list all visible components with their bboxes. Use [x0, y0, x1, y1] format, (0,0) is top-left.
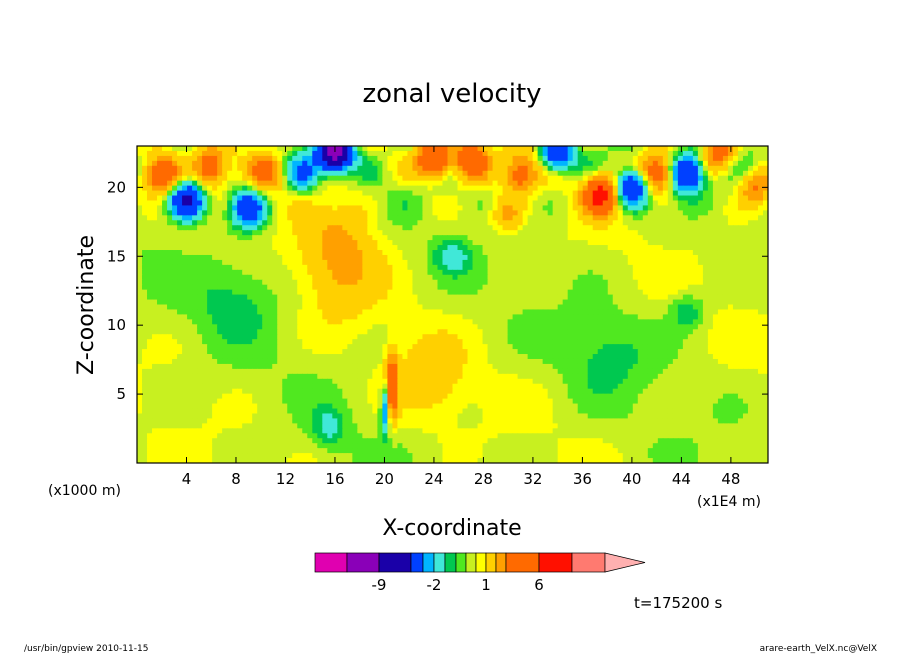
x-tick-label: 24: [424, 470, 443, 488]
colorbar-segment: [538, 552, 573, 573]
colorbar-segment: [410, 552, 424, 573]
colorbar-segment: [444, 552, 457, 573]
x-tick-label: 20: [375, 470, 394, 488]
colorbar-segment: [485, 552, 497, 573]
y-axis-label: Z-coordinate: [74, 235, 99, 375]
y-tick-label: 20: [107, 178, 126, 196]
colorbar-segment: [346, 552, 380, 573]
x-tick-label: 40: [622, 470, 641, 488]
y-axis: 5 10 15 20: [107, 178, 768, 403]
contour-field: [137, 146, 768, 463]
colorbar-segment: [314, 552, 348, 573]
x-tick-label: 8: [231, 470, 241, 488]
x-tick-label: 4: [182, 470, 192, 488]
x-tick-label: 36: [573, 470, 592, 488]
colorbar-segment: [465, 552, 477, 573]
colorbar-label: 6: [534, 576, 544, 594]
timestamp: t=175200 s: [634, 594, 722, 612]
colorbar-segment: [378, 552, 412, 573]
colorbar-label: -9: [372, 576, 387, 594]
x-unit-right: (x1E4 m): [697, 494, 761, 510]
footer-right: arare-earth_VelX.nc@VelX: [760, 644, 877, 654]
y-tick-label: 5: [116, 385, 126, 403]
x-tick-label: 12: [276, 470, 295, 488]
colorbar-segment: [571, 552, 606, 573]
colorbar-segment: [433, 552, 446, 573]
colorbar-segment: [505, 552, 540, 573]
x-tick-label: 44: [672, 470, 691, 488]
colorbar-label: 1: [481, 576, 491, 594]
colorbar-segment: [422, 552, 435, 573]
x-axis: 4 8 12 16 20 24 28 32 36 40 44 48: [182, 146, 740, 488]
colorbar-segment: [475, 552, 487, 573]
footer-left: /usr/bin/gpview 2010-11-15: [24, 644, 148, 654]
colorbar-arrow: [604, 552, 646, 573]
y-tick-label: 15: [107, 247, 126, 265]
x-tick-label: 16: [325, 470, 344, 488]
plot-frame: [136, 145, 769, 464]
y-tick-label: 10: [107, 316, 126, 334]
x-unit-left: (x1000 m): [48, 483, 121, 499]
colorbar-segment: [455, 552, 467, 573]
x-tick-label: 32: [523, 470, 542, 488]
colorbar-segment: [495, 552, 507, 573]
x-tick-label: 48: [721, 470, 740, 488]
chart-title: zonal velocity: [362, 79, 541, 109]
colorbar-label: -2: [427, 576, 442, 594]
x-axis-label: X-coordinate: [382, 516, 521, 541]
colorbar: -9 -2 1 6: [314, 552, 646, 594]
x-tick-label: 28: [474, 470, 493, 488]
